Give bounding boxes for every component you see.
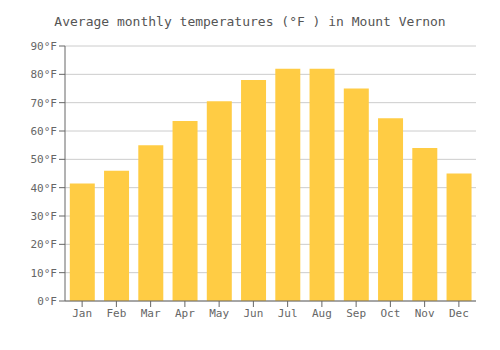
svg-text:20°F: 20°F xyxy=(31,238,58,251)
svg-text:Nov: Nov xyxy=(415,307,435,320)
svg-text:Jan: Jan xyxy=(72,307,92,320)
svg-text:90°F: 90°F xyxy=(31,40,58,53)
svg-text:70°F: 70°F xyxy=(31,97,58,110)
svg-text:Oct: Oct xyxy=(380,307,400,320)
svg-text:60°F: 60°F xyxy=(31,125,58,138)
svg-text:Sep: Sep xyxy=(346,307,366,320)
svg-text:Mar: Mar xyxy=(141,307,161,320)
svg-text:0°F: 0°F xyxy=(37,295,57,308)
svg-text:50°F: 50°F xyxy=(31,153,58,166)
svg-text:Apr: Apr xyxy=(175,307,195,320)
svg-text:30°F: 30°F xyxy=(31,210,58,223)
svg-text:Dec: Dec xyxy=(449,307,469,320)
svg-text:Jul: Jul xyxy=(278,307,298,320)
svg-text:May: May xyxy=(209,307,229,320)
svg-text:40°F: 40°F xyxy=(31,182,58,195)
svg-text:10°F: 10°F xyxy=(31,267,58,280)
svg-text:Feb: Feb xyxy=(106,307,126,320)
svg-text:Jun: Jun xyxy=(243,307,263,320)
html-text:Average monthly temperatures (: Average monthly temperatures (°F ) in Mo… xyxy=(54,14,446,29)
svg-text:Aug: Aug xyxy=(312,307,332,320)
svg-text:80°F: 80°F xyxy=(31,68,58,81)
